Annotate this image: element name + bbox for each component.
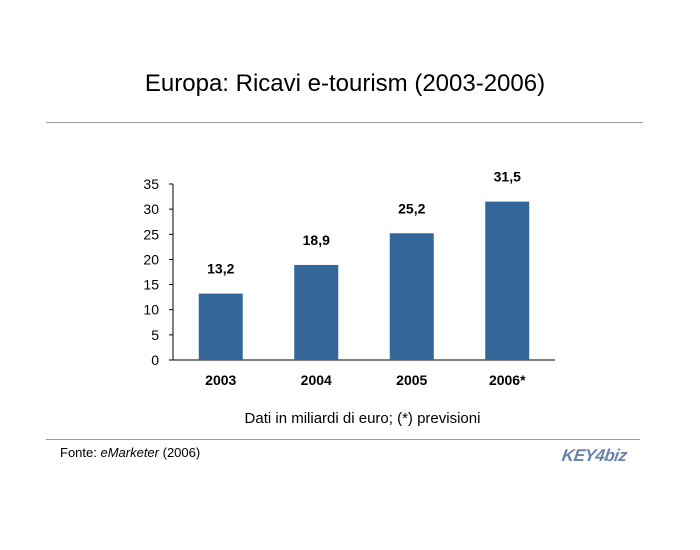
bar (389, 233, 434, 360)
title-divider (46, 122, 643, 123)
bar-value-label: 31,5 (494, 169, 521, 185)
x-tick-label: 2005 (396, 372, 427, 388)
y-tick-label: 10 (143, 302, 159, 318)
x-tick-label: 2003 (205, 372, 236, 388)
y-tick-label: 15 (143, 277, 159, 293)
bar-value-label: 13,2 (207, 261, 234, 277)
bar (294, 264, 339, 360)
footer-divider (46, 439, 640, 440)
logo-text: KEY4biz (560, 446, 628, 465)
key4biz-logo: KEY4biz (560, 446, 637, 468)
source-suffix: (2006) (159, 445, 201, 460)
y-tick-label: 30 (143, 201, 159, 217)
chart-title: Europa: Ricavi e-tourism (2003-2006) (144, 70, 546, 97)
bar (198, 293, 243, 360)
bar-value-label: 25,2 (398, 200, 425, 216)
source-citation: Fonte: eMarketer (2006) (60, 445, 200, 460)
source-prefix: Fonte: (60, 445, 101, 460)
y-tick-label: 35 (143, 176, 159, 192)
x-tick-label: 2006* (489, 372, 526, 388)
bar (485, 201, 530, 360)
chart-note: Dati in miliardi di euro; (*) previsioni (244, 410, 481, 427)
x-tick-label: 2004 (301, 372, 332, 388)
y-tick-label: 5 (151, 327, 159, 343)
y-tick-label: 0 (151, 352, 159, 368)
source-name: eMarketer (100, 445, 159, 460)
bar-value-label: 18,9 (303, 232, 330, 248)
y-tick-label: 25 (143, 226, 159, 242)
y-tick-label: 20 (143, 251, 159, 267)
